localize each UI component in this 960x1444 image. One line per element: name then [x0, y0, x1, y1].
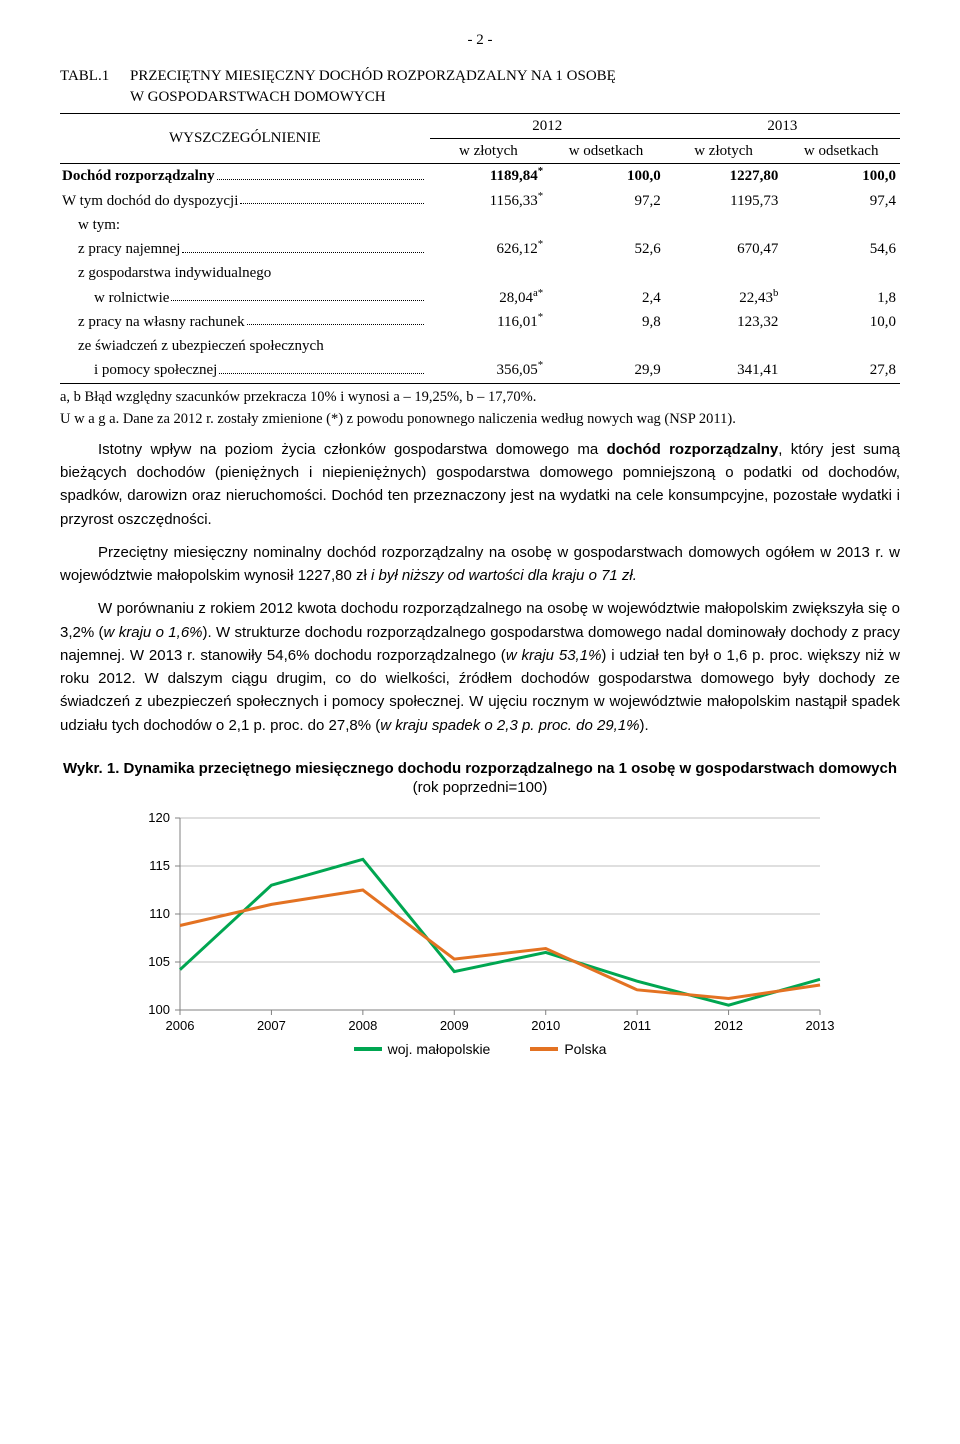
table-row: Dochód rozporządzalny 1189,84*100,01227,…	[60, 164, 900, 189]
income-table: WYSZCZEGÓLNIENIE 2012 2013 w złotych w o…	[60, 113, 900, 384]
page-number: - 2 -	[60, 30, 900, 50]
cell: 100,0	[782, 164, 900, 189]
cell: 626,12*	[430, 237, 548, 261]
cell: 123,32	[665, 310, 783, 334]
para-2: Przeciętny miesięczny nominalny dochód r…	[60, 541, 900, 588]
cell	[547, 261, 665, 285]
cell	[665, 213, 783, 237]
cell	[430, 261, 548, 285]
svg-text:100: 100	[148, 1002, 170, 1017]
table-title-line2: W GOSPODARSTWACH DOMOWYCH	[130, 89, 386, 105]
table-footnote-2: U w a g a. Dane za 2012 r. zostały zmien…	[60, 410, 900, 428]
chart-svg: 100 105 110 115 120 2006 2007 2008 2009 2010 2011 2…	[120, 808, 840, 1038]
table-label: TABL.1	[60, 66, 130, 86]
cell	[782, 261, 900, 285]
chart-legend: woj. małopolskie Polska	[60, 1040, 900, 1059]
table-row: ze świadczeń z ubezpieczeń społecznych	[60, 334, 900, 358]
cell: 1189,84*	[430, 164, 548, 189]
cell	[665, 334, 783, 358]
row-label: z pracy najemnej	[60, 237, 430, 261]
cell: 28,04a*	[430, 286, 548, 310]
cell: 29,9	[547, 358, 665, 383]
th-pct-1: w odsetkach	[547, 139, 665, 164]
th-spec: WYSZCZEGÓLNIENIE	[60, 113, 430, 164]
legend-label: woj. małopolskie	[388, 1040, 491, 1059]
cell: 116,01*	[430, 310, 548, 334]
table-row: i pomocy społecznej 356,05*29,9341,4127,…	[60, 358, 900, 383]
table-footnote-1: a, b Błąd względny szacunków przekracza …	[60, 388, 900, 406]
cell: 10,0	[782, 310, 900, 334]
table-title-line1: PRZECIĘTNY MIESIĘCZNY DOCHÓD ROZPORZĄDZA…	[130, 68, 616, 84]
cell: 52,6	[547, 237, 665, 261]
row-label: z pracy na własny rachunek	[60, 310, 430, 334]
legend-swatch	[354, 1047, 382, 1051]
th-zl-1: w złotych	[430, 139, 548, 164]
th-pct-2: w odsetkach	[782, 139, 900, 164]
row-label: ze świadczeń z ubezpieczeń społecznych	[60, 334, 430, 358]
table-heading: TABL.1 PRZECIĘTNY MIESIĘCZNY DOCHÓD ROZP…	[60, 66, 900, 107]
svg-text:2012: 2012	[714, 1018, 743, 1033]
cell: 100,0	[547, 164, 665, 189]
row-label: i pomocy społecznej	[60, 358, 430, 383]
cell: 22,43b	[665, 286, 783, 310]
cell: 54,6	[782, 237, 900, 261]
row-label: z gospodarstwa indywidualnego	[60, 261, 430, 285]
table-row: z pracy najemnej 626,12*52,6670,4754,6	[60, 237, 900, 261]
table-title: PRZECIĘTNY MIESIĘCZNY DOCHÓD ROZPORZĄDZA…	[130, 66, 616, 107]
table-row: w tym:	[60, 213, 900, 237]
row-label: Dochód rozporządzalny	[60, 164, 430, 189]
para-3: W porównaniu z rokiem 2012 kwota dochodu…	[60, 597, 900, 737]
row-label: W tym dochód do dyspozycji	[60, 189, 430, 213]
cell: 27,8	[782, 358, 900, 383]
th-2012: 2012	[430, 113, 665, 138]
chart-caption-prefix: Wykr. 1.	[63, 760, 124, 777]
svg-text:2006: 2006	[166, 1018, 195, 1033]
line-chart: 100 105 110 115 120 2006 2007 2008 2009 2010 2011 2…	[60, 808, 900, 1038]
svg-text:2011: 2011	[623, 1018, 651, 1033]
svg-text:2009: 2009	[440, 1018, 469, 1033]
svg-text:2010: 2010	[531, 1018, 560, 1033]
legend-item: woj. małopolskie	[354, 1040, 491, 1059]
legend-item: Polska	[530, 1040, 606, 1059]
table-row: w rolnictwie 28,04a*2,422,43b1,8	[60, 286, 900, 310]
svg-text:2013: 2013	[806, 1018, 835, 1033]
table-row: z gospodarstwa indywidualnego	[60, 261, 900, 285]
cell	[547, 334, 665, 358]
cell: 1156,33*	[430, 189, 548, 213]
cell	[782, 334, 900, 358]
cell: 1,8	[782, 286, 900, 310]
cell: 97,4	[782, 189, 900, 213]
para-1: Istotny wpływ na poziom życia członków g…	[60, 438, 900, 531]
legend-swatch	[530, 1047, 558, 1051]
cell	[430, 334, 548, 358]
cell: 9,8	[547, 310, 665, 334]
svg-text:105: 105	[148, 954, 170, 969]
cell: 341,41	[665, 358, 783, 383]
svg-text:2008: 2008	[348, 1018, 377, 1033]
svg-text:115: 115	[149, 858, 170, 873]
cell: 1227,80	[665, 164, 783, 189]
cell: 356,05*	[430, 358, 548, 383]
cell	[782, 213, 900, 237]
table-row: z pracy na własny rachunek 116,01*9,8123…	[60, 310, 900, 334]
chart-caption-sub: (rok poprzedni=100)	[413, 779, 548, 796]
cell: 1195,73	[665, 189, 783, 213]
row-label: w tym:	[60, 213, 430, 237]
chart-caption: Wykr. 1. Dynamika przeciętnego miesięczn…	[60, 759, 900, 798]
th-zl-2: w złotych	[665, 139, 783, 164]
svg-text:2007: 2007	[257, 1018, 286, 1033]
cell	[430, 213, 548, 237]
svg-text:110: 110	[149, 906, 170, 921]
cell	[665, 261, 783, 285]
cell	[547, 213, 665, 237]
table-row: W tym dochód do dyspozycji 1156,33*97,21…	[60, 189, 900, 213]
svg-text:120: 120	[148, 810, 170, 825]
th-2013: 2013	[665, 113, 900, 138]
row-label: w rolnictwie	[60, 286, 430, 310]
cell: 97,2	[547, 189, 665, 213]
cell: 670,47	[665, 237, 783, 261]
chart-caption-bold: Dynamika przeciętnego miesięcznego docho…	[124, 760, 897, 777]
cell: 2,4	[547, 286, 665, 310]
legend-label: Polska	[564, 1040, 606, 1059]
